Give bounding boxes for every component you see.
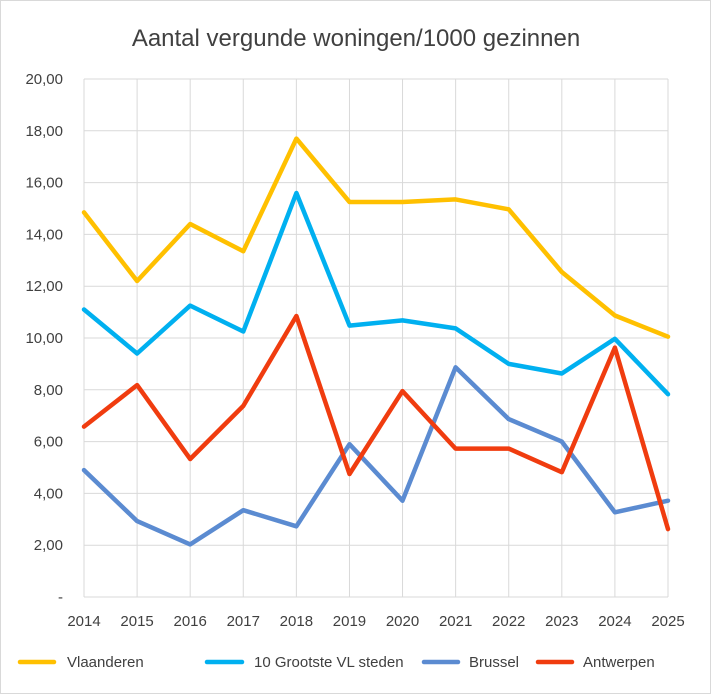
data-point [188,222,192,226]
y-tick-label: 12,00 [25,278,63,295]
legend-label: 10 Grootste VL steden [254,654,404,671]
data-point [294,314,298,318]
data-point [613,510,617,514]
x-tick-label: 2021 [439,613,472,630]
data-point [453,326,457,330]
x-tick-label: 2022 [492,613,525,630]
data-point [613,313,617,317]
series-line-10-grootste-vl-steden [81,190,671,397]
legend: Vlaanderen 10 Grootste VL steden Brussel An… [17,654,655,671]
data-point [453,446,457,450]
data-point [294,136,298,140]
data-point [82,210,86,214]
data-point [135,279,139,283]
x-tick-label: 2015 [120,613,153,630]
x-tick-label: 2016 [173,613,206,630]
x-tick-label: 2017 [227,613,260,630]
data-point [560,371,564,375]
data-point [135,519,139,523]
legend-label: Vlaanderen [67,654,144,671]
data-point [294,191,298,195]
chart-title: Aantal vergunde woningen/1000 gezinnen [132,25,580,52]
data-point [400,498,404,502]
data-point [188,303,192,307]
y-tick-label: 10,00 [25,330,63,347]
data-point [135,351,139,355]
y-tick-label: 16,00 [25,175,63,192]
data-point [400,200,404,204]
data-point [666,335,670,339]
data-point [82,307,86,311]
data-point [560,270,564,274]
data-point [347,323,351,327]
data-point [82,468,86,472]
legend-label: Brussel [469,654,519,671]
data-point [507,417,511,421]
data-point [294,524,298,528]
data-point [560,439,564,443]
data-point [241,329,245,333]
data-point [82,424,86,428]
data-point [507,446,511,450]
series-lines [81,136,671,547]
legend-label: Antwerpen [583,654,655,671]
x-tick-label: 2023 [545,613,578,630]
data-point [347,200,351,204]
x-tick-label: 2014 [67,613,100,630]
series-line-vlaanderen [81,136,671,339]
x-tick-label: 2025 [651,613,684,630]
data-point [188,542,192,546]
data-point [135,383,139,387]
series-line-brussel [81,365,671,547]
y-tick-label: - [58,589,63,606]
data-point [241,404,245,408]
data-point [241,508,245,512]
gridlines [83,78,669,598]
data-point [400,389,404,393]
x-tick-label: 2024 [598,613,631,630]
data-point [666,498,670,502]
y-tick-label: 2,00 [34,537,63,554]
data-point [666,527,670,531]
data-point [613,345,617,349]
data-point [347,442,351,446]
data-point [507,207,511,211]
y-tick-label: 14,00 [25,226,63,243]
y-tick-label: 4,00 [34,485,63,502]
data-point [241,249,245,253]
data-point [400,318,404,322]
data-point [560,470,564,474]
data-point [188,457,192,461]
y-tick-label: 6,00 [34,434,63,451]
x-axis-ticks: 2014 2015 2016 2017 2018 2019 2020 2021 2022 2023… [67,613,684,630]
data-point [666,392,670,396]
y-tick-label: 18,00 [25,123,63,140]
x-tick-label: 2020 [386,613,419,630]
x-tick-label: 2019 [333,613,366,630]
x-tick-label: 2018 [280,613,313,630]
data-point [347,472,351,476]
data-point [613,337,617,341]
series-line-antwerpen [81,313,671,532]
y-tick-label: 8,00 [34,382,63,399]
data-point [507,362,511,366]
y-tick-label: 20,00 [25,71,63,88]
data-point [453,365,457,369]
y-axis-ticks: - 2,00 4,00 6,00 8,00 10,00 12,00 14,00 16,00 18,… [25,71,63,606]
data-point [453,197,457,201]
